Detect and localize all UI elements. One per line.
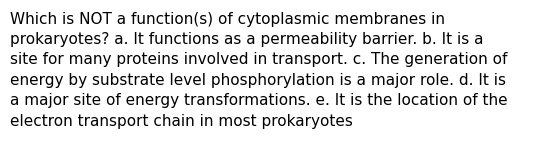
Text: Which is NOT a function(s) of cytoplasmic membranes in
prokaryotes? a. It functi: Which is NOT a function(s) of cytoplasmi… xyxy=(10,12,508,129)
